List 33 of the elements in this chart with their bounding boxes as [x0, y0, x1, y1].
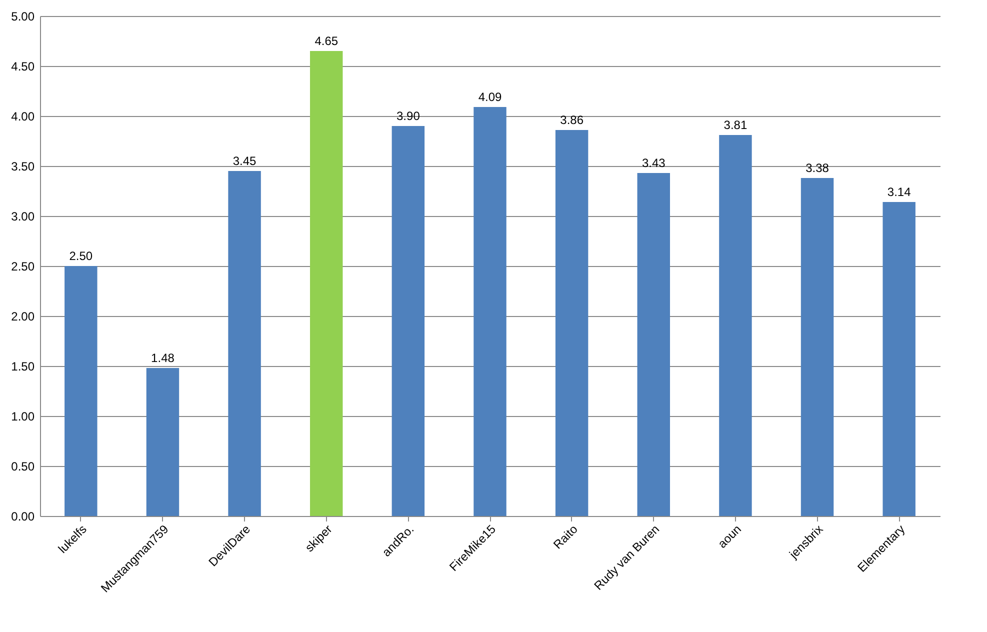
data-label: 1.48: [151, 351, 175, 365]
y-tick-label: 3.00: [11, 210, 35, 224]
y-tick-label: 0.50: [11, 460, 35, 474]
bar: [392, 126, 425, 516]
data-label: 3.43: [642, 156, 666, 170]
y-tick-label: 1.00: [11, 410, 35, 424]
y-tick-label: 2.00: [11, 310, 35, 324]
data-label: 2.50: [69, 249, 93, 263]
data-label: 3.81: [724, 118, 748, 132]
data-label: 3.38: [806, 161, 830, 175]
bar: [555, 130, 588, 516]
y-tick-label: 4.50: [11, 60, 35, 74]
bar: [800, 178, 834, 516]
bar: [637, 173, 670, 516]
data-label: 4.09: [478, 90, 502, 104]
y-tick-label: 3.50: [11, 160, 35, 174]
data-label: 3.45: [232, 154, 257, 168]
data-label: 4.65: [314, 34, 338, 48]
y-tick-label: 1.50: [11, 360, 35, 374]
bar: [310, 51, 343, 516]
y-tick-label: 5.00: [11, 10, 35, 24]
y-tick-label: 4.00: [11, 110, 35, 124]
bar: [474, 107, 506, 516]
y-tick-label: 2.50: [11, 260, 35, 274]
bar: [882, 202, 916, 516]
bar: [64, 266, 98, 516]
data-label: 3.90: [396, 109, 420, 123]
bar: [228, 171, 261, 516]
bar: [719, 135, 752, 516]
y-tick-label: 0.00: [11, 510, 35, 524]
bar: [146, 368, 180, 516]
data-label: 3.14: [887, 185, 912, 199]
data-label: 3.86: [560, 113, 584, 127]
